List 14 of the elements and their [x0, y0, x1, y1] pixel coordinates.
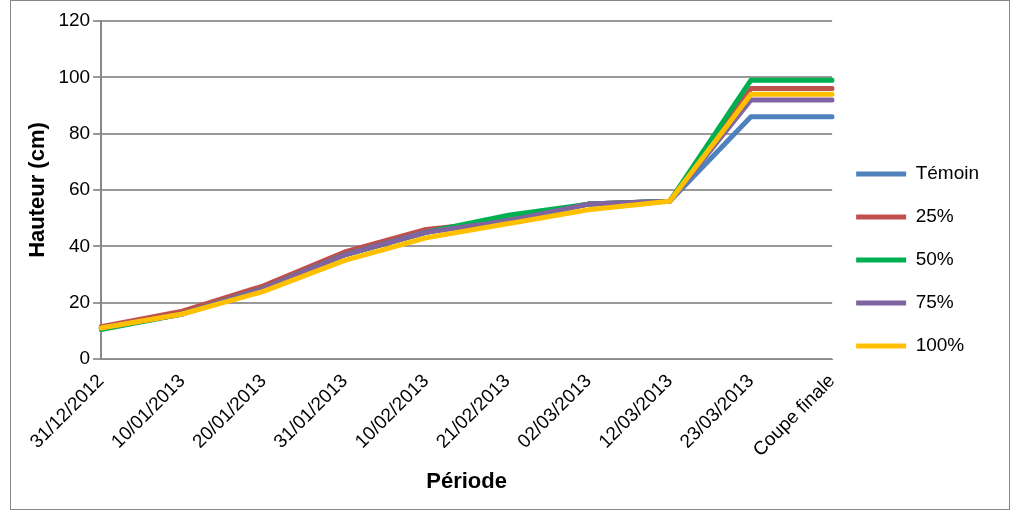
legend-label: 100% [915, 334, 965, 356]
legend-label: 50% [915, 248, 954, 270]
y-tick-label: 20 [68, 290, 91, 312]
legend-label: 75% [915, 291, 954, 313]
y-tick-label: 60 [68, 178, 91, 200]
legend-label: 25% [915, 205, 954, 227]
y-tick-label: 40 [68, 234, 91, 256]
y-tick-label: 120 [58, 9, 91, 31]
legend-label: Témoin [915, 162, 979, 184]
x-axis-title: Période [426, 467, 507, 493]
y-axis-title: Hauteur (cm) [24, 122, 50, 258]
y-tick-label: 80 [68, 121, 91, 143]
y-tick-label: 100 [58, 65, 91, 87]
y-tick-label: 0 [79, 347, 91, 369]
